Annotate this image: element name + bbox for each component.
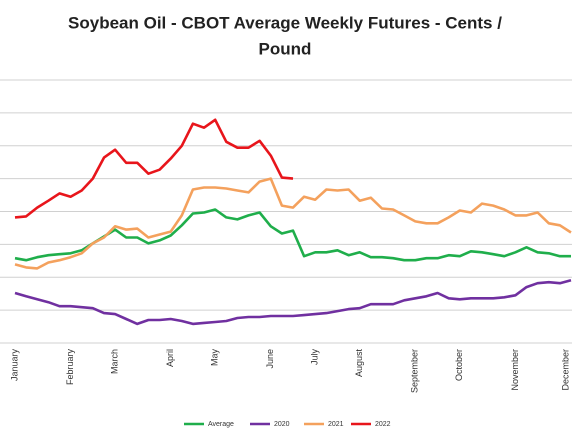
chart-title: Soybean Oil - CBOT Average Weekly Future… [68, 13, 502, 32]
x-tick-label: March [109, 349, 119, 374]
legend-label: 2020 [274, 421, 290, 428]
legend-label: 2022 [375, 421, 391, 428]
series-line [14, 208, 571, 262]
x-tick-label: April [165, 349, 175, 367]
legend-label: 2021 [328, 421, 344, 428]
x-tick-label: February [65, 349, 75, 386]
x-tick-label: October [454, 349, 464, 381]
series-line [14, 278, 572, 326]
x-tick-label: July [310, 349, 320, 366]
x-tick-label: December [560, 349, 570, 391]
x-tick-label: November [510, 349, 520, 391]
legend-label: Average [208, 421, 234, 428]
chart-title: Pound [259, 39, 312, 58]
series-line [14, 177, 572, 270]
series-line [14, 118, 294, 219]
x-tick-label: May [210, 349, 220, 367]
x-tick-label: January [9, 349, 19, 382]
x-tick-label: September [410, 349, 420, 393]
x-tick-label: June [265, 349, 275, 369]
x-tick-label: August [354, 349, 364, 378]
